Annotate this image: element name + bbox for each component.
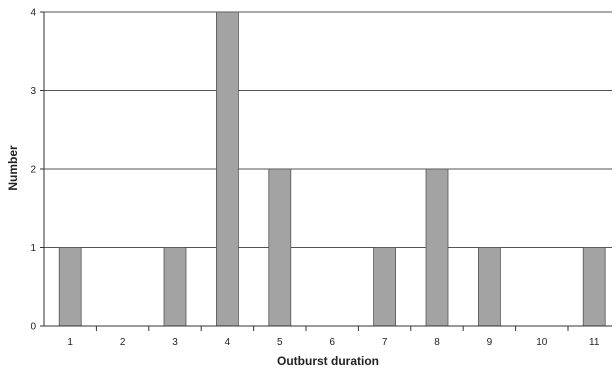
y-tick-label-0: 0 <box>30 322 36 333</box>
axes <box>40 11 612 331</box>
x-tick-label-1: 1 <box>67 337 73 348</box>
bar-7 <box>373 247 397 327</box>
y-tick-label-2: 2 <box>30 165 36 176</box>
bar-1 <box>58 247 82 327</box>
x-tick-label-11: 11 <box>589 337 600 348</box>
y-tick-label-4: 4 <box>30 8 36 19</box>
x-tick-label-10: 10 <box>536 337 548 348</box>
x-tick-label-6: 6 <box>329 337 335 348</box>
bar-3 <box>163 247 187 327</box>
bar-8 <box>425 168 449 327</box>
bar-9 <box>477 247 501 327</box>
y-tick-label-1: 1 <box>30 243 36 254</box>
x-axis-title: Outburst duration <box>277 354 379 368</box>
x-tick-label-7: 7 <box>382 337 388 348</box>
x-tick-label-9: 9 <box>487 337 493 348</box>
gridlines <box>44 11 612 248</box>
y-tick-label-3: 3 <box>30 86 36 97</box>
x-tick-label-5: 5 <box>277 337 283 348</box>
bar-5 <box>268 168 292 327</box>
y-tick-labels: 0 1 2 3 4 <box>30 8 36 333</box>
x-tick-label-4: 4 <box>225 337 231 348</box>
y-axis-title: Number <box>6 145 20 191</box>
bar-11 <box>582 247 606 327</box>
x-tick-labels: 1 2 3 4 5 6 7 8 9 10 11 <box>67 337 599 348</box>
x-tick-label-8: 8 <box>434 337 440 348</box>
bars <box>58 11 606 327</box>
bar-4 <box>215 11 239 327</box>
x-tick-label-3: 3 <box>172 337 178 348</box>
x-tick-label-2: 2 <box>120 337 126 348</box>
